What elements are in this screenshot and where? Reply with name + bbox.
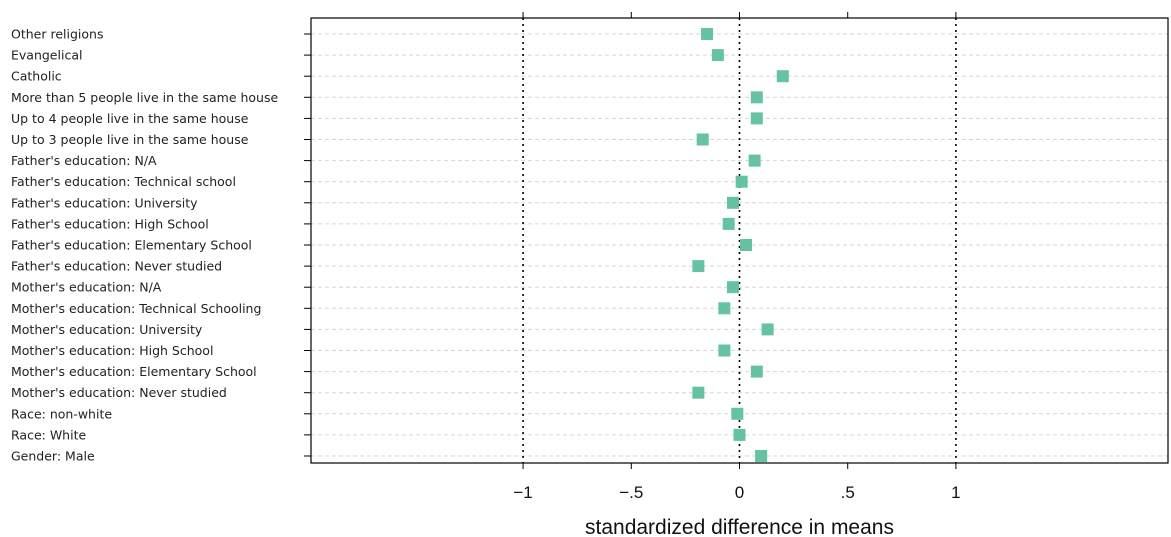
y-axis-ticks (304, 33, 311, 457)
y-axis-label: Father's education: Never studied (11, 259, 222, 274)
data-point (776, 70, 789, 83)
y-axis-label: Mother's education: University (11, 322, 203, 337)
x-axis-ticks (522, 12, 957, 469)
data-point (711, 49, 724, 62)
x-tick-label: 1 (951, 483, 960, 502)
y-axis-label: Other religions (11, 27, 103, 42)
y-axis-label: Father's education: Technical school (11, 174, 236, 189)
data-point (735, 175, 748, 188)
y-axis-label: Catholic (11, 69, 62, 84)
data-points (692, 28, 789, 462)
y-axis-label: Evangelical (11, 48, 82, 63)
y-axis-label: Mother's education: High School (11, 343, 213, 358)
data-point (692, 260, 705, 273)
y-axis-label: Up to 3 people live in the same house (11, 132, 249, 147)
data-point (748, 154, 761, 167)
data-point (750, 365, 763, 378)
x-tick-label: −.5 (619, 483, 643, 502)
x-tick-label: 0 (735, 483, 744, 502)
data-point (727, 196, 740, 209)
data-point (722, 217, 735, 230)
y-axis-label: Father's education: University (11, 195, 198, 210)
data-point (750, 91, 763, 104)
data-point (739, 239, 752, 251)
y-axis-label: Up to 4 people live in the same house (11, 111, 249, 126)
data-point (727, 281, 740, 294)
data-point (718, 302, 731, 315)
y-axis-labels: Other religions Evangelical Catholic More t… (11, 27, 278, 464)
y-axis-label: Mother's education: Technical Schooling (11, 301, 261, 316)
data-point (750, 112, 763, 125)
data-point (755, 450, 768, 462)
y-axis-label: Mother's education: N/A (11, 280, 162, 295)
x-axis-tick-labels: −1 −.5 0 .5 1 (513, 483, 960, 502)
y-axis-label: Father's education: Elementary School (11, 238, 252, 253)
y-axis-label: Race: non-white (11, 406, 112, 421)
data-point (761, 323, 774, 336)
data-point (696, 133, 709, 146)
data-point (733, 428, 746, 441)
y-axis-label: Race: White (11, 427, 86, 442)
data-point (692, 386, 705, 399)
y-axis-label: More than 5 people live in the same hous… (11, 90, 278, 105)
y-axis-label: Father's education: N/A (11, 153, 157, 168)
x-tick-label: .5 (841, 483, 855, 502)
y-axis-label: Father's education: High School (11, 216, 209, 231)
y-axis-label: Mother's education: Elementary School (11, 364, 257, 379)
y-axis-label: Gender: Male (11, 449, 95, 464)
x-axis-label: standardized difference in means (585, 516, 894, 537)
data-point (718, 344, 731, 357)
grid-lines (311, 33, 1168, 457)
data-point (701, 28, 714, 40)
y-axis-label: Mother's education: Never studied (11, 385, 227, 400)
reference-lines (522, 18, 957, 463)
x-tick-label: −1 (513, 483, 532, 502)
data-point (731, 407, 744, 420)
